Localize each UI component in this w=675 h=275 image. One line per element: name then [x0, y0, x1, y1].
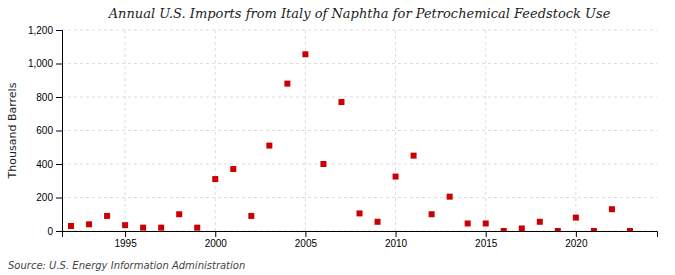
- y-tick-mark: [56, 198, 62, 199]
- x-axis-line: [63, 232, 658, 238]
- y-tick-mark: [56, 164, 62, 165]
- point: [537, 219, 543, 225]
- point: [284, 81, 290, 87]
- point: [357, 210, 363, 216]
- x-tick-label: 2020: [565, 238, 588, 249]
- y-tick: 600: [36, 125, 62, 136]
- x-tick-mark: [215, 231, 216, 237]
- point: [501, 228, 507, 231]
- x-tick-mark: [576, 231, 577, 237]
- title: Annual U.S. Imports from Italy of Naphth…: [108, 6, 611, 21]
- grid-line-x: [485, 30, 486, 231]
- point: [176, 211, 182, 217]
- y-tick: 800: [36, 92, 62, 103]
- y-axis-line: [56, 31, 63, 232]
- y-tick-label: 1,200: [28, 25, 53, 36]
- point: [68, 223, 74, 229]
- point: [375, 219, 381, 225]
- x-tick-label: 1995: [114, 238, 137, 249]
- y-tick: 1,000: [28, 58, 62, 69]
- grid-line-y: [62, 197, 657, 198]
- x-tick: 2020: [565, 231, 588, 249]
- grid-line-x: [215, 30, 216, 231]
- x-tick: 1995: [114, 231, 137, 249]
- y-tick: 1,200: [28, 25, 62, 36]
- point: [194, 225, 200, 231]
- point: [230, 166, 236, 172]
- point: [320, 161, 326, 167]
- grid-line-x: [395, 30, 396, 231]
- point: [302, 51, 308, 57]
- x-tick: 2000: [205, 231, 228, 249]
- point: [447, 194, 453, 200]
- x-tick-label: 2010: [385, 238, 408, 249]
- grid-line-y: [62, 164, 657, 165]
- point: [122, 222, 128, 228]
- grid-line-x: [305, 30, 306, 231]
- y-tick: 200: [36, 192, 62, 203]
- x-tick-label: 2015: [475, 238, 498, 249]
- y-tick-mark: [56, 231, 62, 232]
- y-tick-label: 0: [47, 226, 53, 237]
- x-tick-mark: [486, 231, 487, 237]
- point: [140, 225, 146, 231]
- point: [555, 228, 561, 231]
- point: [573, 215, 579, 221]
- point: [248, 213, 254, 219]
- x-tick-label: 2000: [205, 238, 228, 249]
- x-tick-mark: [125, 231, 126, 237]
- point: [429, 211, 435, 217]
- source-note: Source: U.S. Energy Information Administ…: [8, 260, 245, 271]
- y-tick-label: 400: [36, 159, 53, 170]
- point: [609, 206, 615, 212]
- point: [212, 176, 218, 182]
- y-tick-mark: [56, 64, 62, 65]
- y-tick-mark: [56, 30, 62, 31]
- point: [411, 153, 417, 159]
- grid: [62, 30, 657, 231]
- point: [86, 221, 92, 227]
- y-tick: 0: [47, 226, 62, 237]
- point: [338, 99, 344, 105]
- grid-line-y: [62, 130, 657, 131]
- grid-line-y: [62, 63, 657, 64]
- points: [68, 51, 633, 231]
- point: [158, 225, 164, 231]
- grid-line-x: [575, 30, 576, 231]
- grid-line-y: [62, 97, 657, 98]
- chart: 1995 2000 2005 2010 2015 2020 0 200 400 600 800 1,0…: [0, 0, 675, 275]
- point: [266, 143, 272, 149]
- point: [393, 174, 399, 180]
- x-tick-mark: [305, 231, 306, 237]
- y-tick-label: 200: [36, 192, 53, 203]
- point: [465, 220, 471, 226]
- x-tick-label: 2005: [295, 238, 318, 249]
- point: [104, 213, 110, 219]
- grid-line-x: [125, 30, 126, 231]
- x-tick-mark: [396, 231, 397, 237]
- x-tick: 2010: [385, 231, 408, 249]
- grid-line-y: [62, 30, 657, 31]
- x-tick: 2015: [475, 231, 498, 249]
- x-tick: 2005: [295, 231, 318, 249]
- point: [483, 220, 489, 226]
- x-axis: 1995 2000 2005 2010 2015 2020: [63, 231, 658, 249]
- point: [519, 225, 525, 231]
- y-tick-mark: [56, 97, 62, 98]
- y-tick-label: 1,000: [28, 58, 53, 69]
- y-axis-title: Thousand Barrels: [6, 82, 19, 179]
- plot-area: 1995 2000 2005 2010 2015 2020 0 200 400 600 800 1,0…: [28, 25, 658, 249]
- y-tick-mark: [56, 131, 62, 132]
- point: [627, 228, 633, 231]
- y-axis: 0 200 400 600 800 1,000 1,200: [28, 25, 63, 237]
- y-tick: 400: [36, 159, 62, 170]
- y-tick-label: 600: [36, 125, 53, 136]
- y-tick-label: 800: [36, 92, 53, 103]
- point: [591, 228, 597, 231]
